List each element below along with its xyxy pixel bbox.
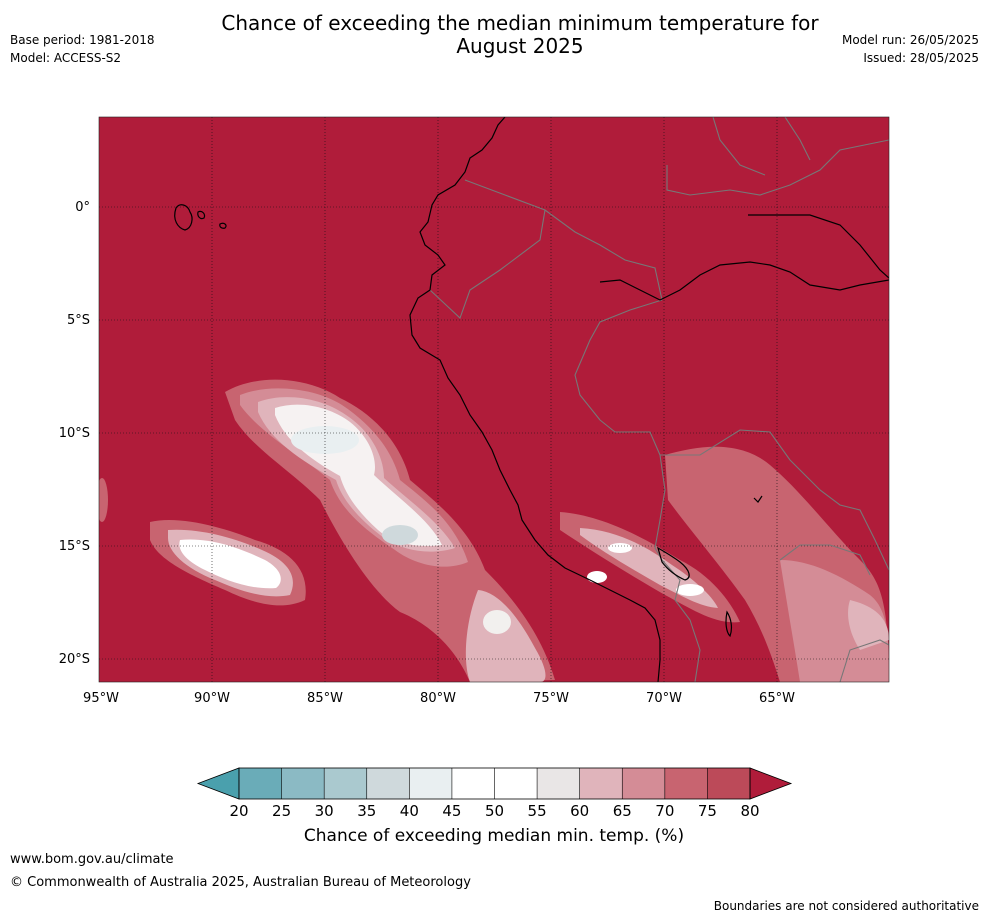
colorbar-segment: [537, 768, 580, 799]
graticule: [99, 117, 889, 682]
contour-50-altiplano-2: [676, 584, 704, 596]
colorbar-tick-label: 80: [740, 802, 759, 820]
coastlines: [174, 117, 889, 682]
contour-60-east: [848, 600, 889, 650]
lake-poopo: [725, 610, 733, 638]
coastline-pacific: [409, 117, 661, 682]
contour-50-coast: [587, 571, 607, 583]
colorbar-segment: [324, 768, 367, 799]
colorbar: 20 25 30 35 40 45 50 55 60 65 70 75 80: [196, 767, 793, 820]
country-borders: [429, 117, 889, 682]
lon-label-95w: 95°W: [83, 691, 119, 706]
colorbar-segment: [451, 768, 495, 799]
colorbar-tick-label: 45: [442, 802, 461, 820]
colorbar-segment: [281, 768, 325, 799]
lat-label-20s: 20°S: [59, 652, 90, 667]
contour-65-east: [780, 560, 889, 682]
model-run: Model run: 26/05/2025: [841, 33, 979, 47]
border-ecuador-peru: [429, 209, 546, 319]
title-line-1: Chance of exceeding the median minimum t…: [221, 11, 819, 35]
colorbar-segment: [366, 768, 410, 799]
galapagos-san-cristobal: [219, 222, 227, 229]
lon-label-90w: 90°W: [194, 691, 230, 706]
contour-50-west: [179, 539, 281, 589]
colorbar-segment: [622, 768, 665, 799]
colorbar-tick-label: 20: [229, 802, 248, 820]
colorbar-tick-label: 40: [400, 802, 419, 820]
title-line-2: August 2025: [456, 34, 584, 58]
model-name: Model: ACCESS-S2: [10, 51, 122, 65]
contour-70-edge: [99, 478, 108, 522]
base-period: Base period: 1981-2018: [10, 33, 155, 47]
border-bolivia-brazil: [660, 429, 889, 571]
issued-date: Issued: 28/05/2025: [863, 51, 979, 65]
colorbar-segment: [579, 768, 623, 799]
border-guyana: [784, 117, 811, 161]
border-colombia-venezuela-brazil: [666, 139, 889, 196]
contour-50-altiplano-1: [608, 543, 632, 553]
lake-titicaca: [657, 546, 690, 581]
border-colombia-ecuador-peru: [464, 179, 663, 301]
colorbar-tick-label: 75: [698, 802, 717, 820]
border-bolivia-paraguay: [779, 544, 871, 576]
colorbar-segment: [239, 768, 282, 799]
footer-url: www.bom.gov.au/climate: [10, 852, 174, 867]
contour-55-south: [483, 610, 511, 634]
colorbar-tick-label: 25: [272, 802, 291, 820]
lat-label-15s: 15°S: [59, 539, 90, 554]
map-frame: [98, 116, 890, 683]
contour-40-central: [382, 525, 418, 545]
border-paraguay-argentina: [839, 639, 889, 682]
colorbar-tick-label: 55: [528, 802, 547, 820]
colorbar-tick-label: 50: [485, 802, 504, 820]
colorbar-segment: [409, 768, 452, 799]
border-peru-bolivia: [654, 454, 666, 561]
colorbar-extension-low: [196, 767, 240, 800]
lat-label-10s: 10°S: [59, 426, 90, 441]
lon-label-80w: 80°W: [420, 691, 456, 706]
meta-left: Base period: 1981-2018 Model: ACCESS-S2: [10, 31, 155, 67]
lon-label-65w: 65°W: [759, 691, 795, 706]
amazon-river: [599, 261, 889, 301]
border-peru-brazil: [574, 299, 663, 456]
footer-disclaimer: Boundaries are not considered authoritat…: [713, 899, 979, 913]
lon-label-85w: 85°W: [307, 691, 343, 706]
colorbar-tick-label: 35: [357, 802, 376, 820]
border-bolivia-chile: [661, 559, 701, 682]
contour-45-north: [291, 426, 359, 454]
colorbar-segment: [494, 768, 538, 799]
colorbar-tick-label: 60: [570, 802, 589, 820]
border-venezuela-north: [712, 117, 766, 176]
footer-copyright: © Commonwealth of Australia 2025, Austra…: [10, 875, 471, 890]
lake-rogaguado: [753, 495, 763, 503]
lon-label-70w: 70°W: [646, 691, 682, 706]
colorbar-tick-label: 65: [613, 802, 632, 820]
lat-label-0: 0°: [75, 200, 90, 215]
colorbar-segment: [707, 768, 750, 799]
lon-label-75w: 75°W: [533, 691, 569, 706]
colorbar-extension-high: [749, 767, 793, 800]
page-title: Chance of exceeding the median minimum t…: [190, 12, 850, 58]
map-area: [99, 117, 889, 682]
meta-right: Model run: 26/05/2025 Issued: 28/05/2025: [842, 31, 979, 67]
amazon-north-river: [748, 214, 889, 279]
colorbar-tick-label: 30: [315, 802, 334, 820]
galapagos-isabela: [174, 204, 193, 231]
lon-labels: 95°W 90°W 85°W 80°W 75°W 70°W 65°W: [83, 691, 795, 706]
colorbar-tick-label: 70: [655, 802, 674, 820]
colorbar-title: Chance of exceeding median min. temp. (%…: [303, 826, 685, 846]
colorbar-segment: [664, 768, 708, 799]
lat-label-5s: 5°S: [67, 313, 90, 328]
galapagos-santa-cruz: [197, 210, 206, 220]
lat-labels: 0° 5°S 10°S 15°S 20°S: [59, 200, 90, 667]
